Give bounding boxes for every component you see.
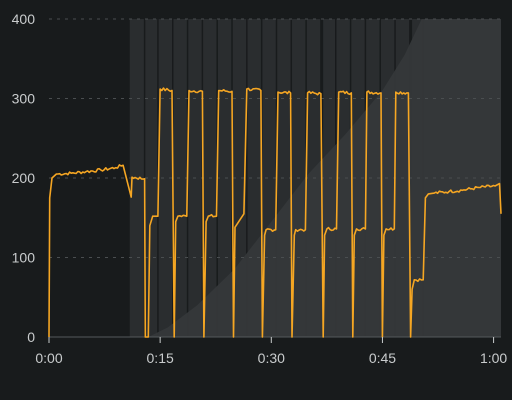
series-line [48, 87, 502, 338]
y-tick-label: 200 [12, 170, 36, 186]
y-tick-label: 400 [12, 11, 36, 27]
y-tick-label: 100 [12, 250, 36, 266]
background-band [145, 19, 158, 337]
x-tick-label: 0:30 [258, 350, 285, 366]
y-axis-ticks: 0 100 200 300 400 [12, 11, 36, 345]
y-tick-label: 300 [12, 91, 36, 107]
x-tick-label: 1:00 [480, 350, 507, 366]
x-axis-ticks: 0:00 0:15 0:30 0:45 1:00 [35, 337, 507, 366]
x-tick-label: 0:00 [35, 350, 62, 366]
x-tick-label: 0:45 [369, 350, 396, 366]
area-shape [148, 19, 502, 337]
area-layer [148, 19, 502, 337]
y-tick-label: 0 [27, 329, 35, 345]
background-band [173, 19, 187, 337]
gridlines [49, 18, 501, 338]
series-layer [48, 87, 502, 338]
x-tick-label: 0:15 [147, 350, 174, 366]
